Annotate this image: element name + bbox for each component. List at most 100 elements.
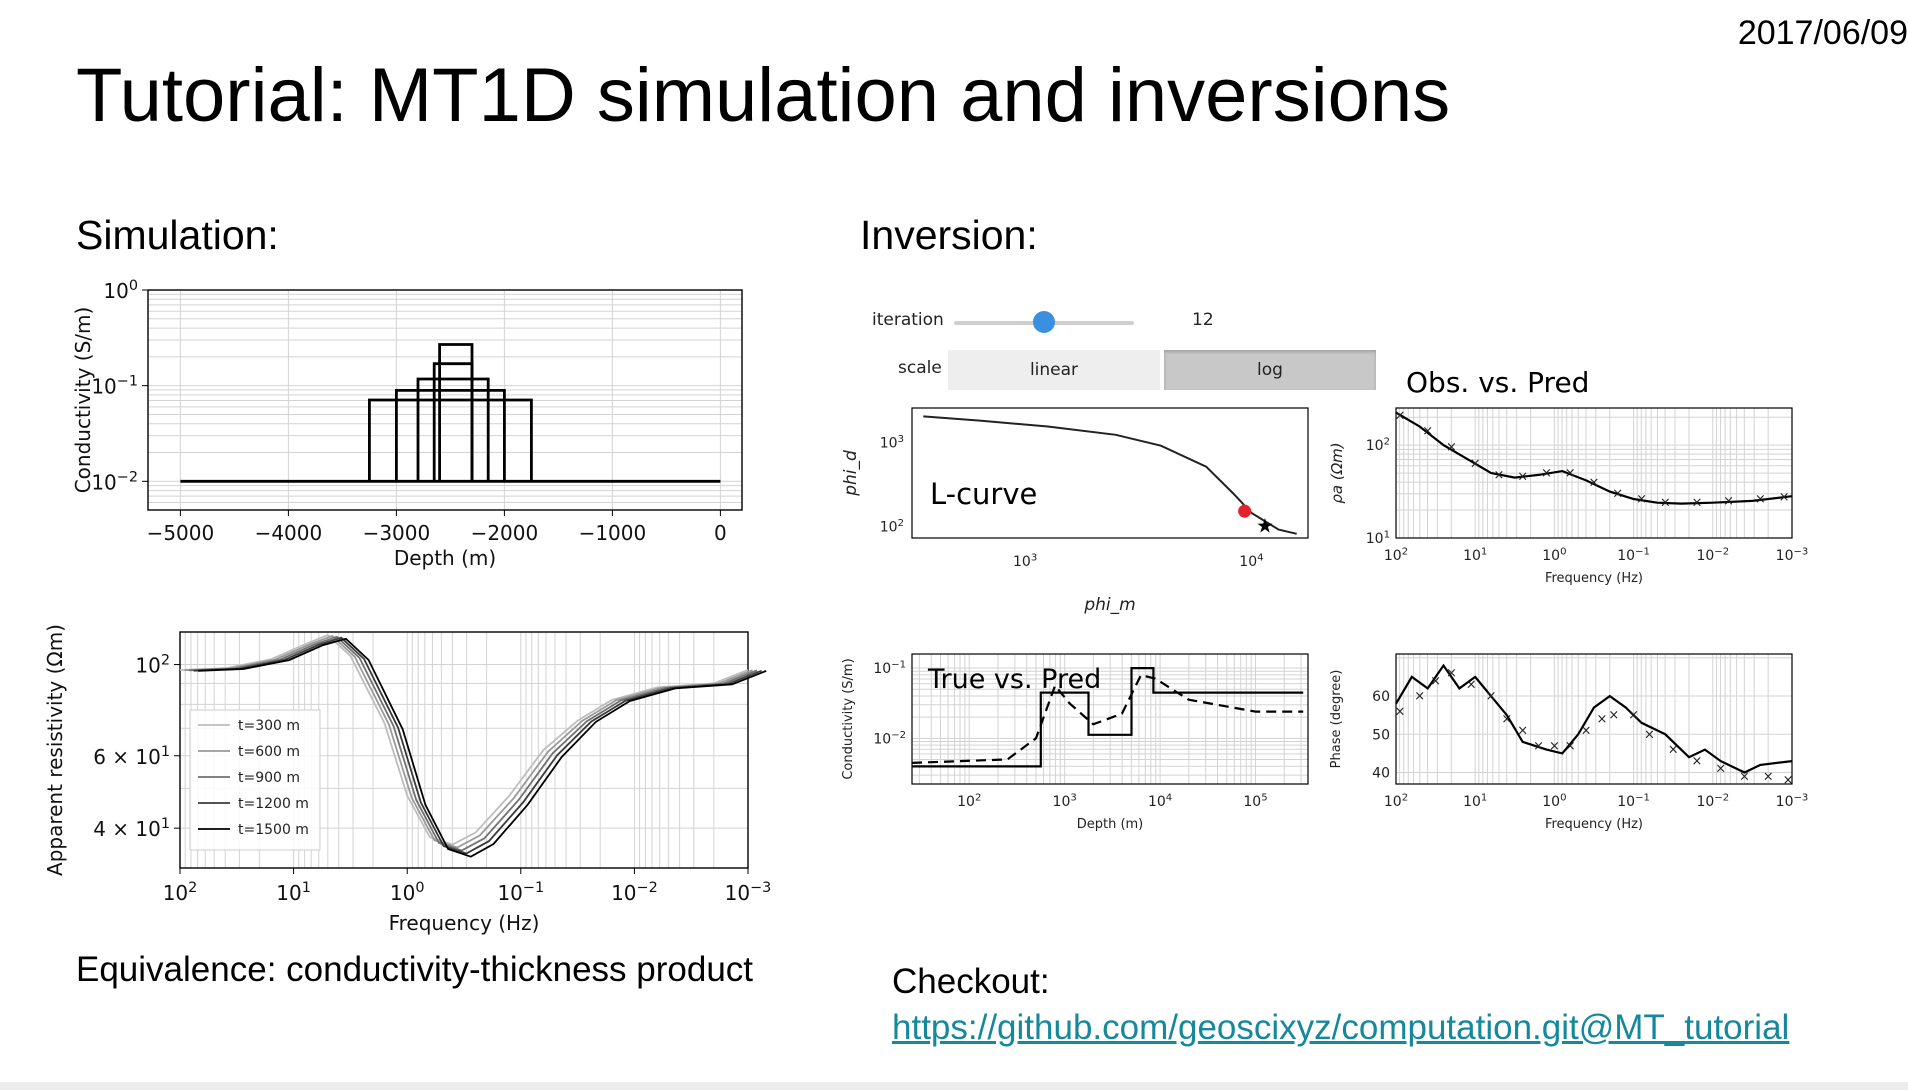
observed-point: × — [1470, 457, 1481, 472]
y-tick-label: 102 — [135, 653, 170, 678]
chart-title: Obs. vs. Pred — [1406, 370, 1589, 399]
observed-point: × — [1486, 689, 1497, 704]
plot-frame — [1395, 407, 1793, 539]
x-axis-label: phi_m — [1083, 595, 1135, 615]
x-tick-label: 100 — [1542, 546, 1566, 564]
simulation-heading: Simulation: — [76, 212, 279, 258]
series-line-4 — [193, 636, 762, 855]
x-axis-label: Frequency (Hz) — [389, 911, 540, 935]
y-axis-label: Apparent resistivity (Ωm) — [43, 624, 67, 876]
x-tick-label: 102 — [1384, 546, 1408, 564]
x-tick-label: 101 — [1463, 546, 1487, 564]
y-tick-label: 10−1 — [91, 374, 138, 399]
x-tick-label: 10−3 — [1776, 546, 1808, 564]
observed-point: × — [1596, 712, 1607, 727]
observed-point: × — [1668, 743, 1679, 758]
inversion-heading: Inversion: — [860, 212, 1038, 258]
observed-point: × — [1501, 712, 1512, 727]
observed-point: × — [1644, 727, 1655, 742]
y-axis-label: phi_d — [841, 450, 861, 497]
x-tick-label: 10−3 — [1776, 792, 1808, 810]
observed-point: × — [1636, 492, 1647, 507]
chart-phase: ××××××××× × ××× × ×××××× × ×102 101 100 10−1 10−2 1… — [1329, 653, 1808, 832]
x-tick-label: 10−1 — [1617, 546, 1650, 564]
x-tick-label: 10−2 — [1696, 546, 1729, 564]
observed-point: × — [1612, 486, 1623, 501]
x-tick-label: 103 — [1013, 552, 1037, 570]
y-axis-label: Conductivity (S/m) — [71, 307, 95, 494]
y-tick-label: 103 — [880, 434, 904, 452]
x-tick-label: 100 — [390, 880, 425, 905]
observed-point: × — [1466, 678, 1477, 693]
plot-frame — [911, 407, 1309, 539]
y-tick-label: 101 — [1366, 529, 1390, 547]
conductive-layer — [367, 398, 533, 482]
observed-point: × — [1565, 466, 1576, 481]
y-tick-label: 4 × 101 — [93, 816, 170, 841]
observed-point: × — [1755, 492, 1766, 507]
x-tick-label: 104 — [1148, 792, 1172, 810]
observed-point: × — [1541, 466, 1552, 481]
lcurve-line — [923, 415, 1297, 535]
conductive-layer — [438, 343, 474, 482]
y-tick-label: 6 × 101 — [93, 744, 170, 769]
slider-thumb[interactable] — [1033, 311, 1055, 333]
x-axis-label: Frequency (Hz) — [1545, 571, 1643, 586]
x-tick-label: 102 — [163, 880, 198, 905]
observed-point: × — [1763, 769, 1774, 784]
x-tick-label: −1000 — [579, 521, 647, 545]
slide-date: 2017/06/09 — [1737, 14, 1908, 52]
x-axis-label: Frequency (Hz) — [1545, 817, 1643, 832]
observed-point: × — [1446, 440, 1457, 455]
true-model-line — [912, 667, 1304, 768]
checkout-label: Checkout: — [892, 962, 1050, 1001]
x-tick-label: 10−2 — [611, 880, 658, 905]
plot-frame — [911, 653, 1309, 785]
plot-frame — [179, 631, 749, 869]
legend-entry: t=600 m — [238, 744, 300, 760]
series-line-5 — [198, 637, 767, 858]
observed-point: × — [1692, 496, 1703, 511]
y-tick-label: 10−2 — [873, 730, 906, 748]
observed-point: × — [1589, 475, 1600, 490]
scale-linear-button[interactable]: linear — [948, 350, 1160, 390]
x-tick-label: 0 — [714, 521, 727, 545]
scale-label: scale — [898, 358, 942, 378]
observed-point: × — [1430, 674, 1441, 689]
observed-point: × — [1533, 739, 1544, 754]
iteration-slider[interactable] — [954, 310, 1134, 334]
x-tick-label: −4000 — [255, 521, 323, 545]
observed-point: × — [1446, 666, 1457, 681]
inversion-panel: iteration 12 scale linear log ★ L-curve 10… — [838, 290, 1808, 890]
chart-sim-apparent-resistivity: 102 101 100 10−1 10−2 10−3 102 6 × 101 4 × 101 Fr… — [43, 624, 771, 935]
y-tick-label: 10−2 — [91, 469, 138, 494]
chart-true-pred: True vs. Pred 102 103 104 105 10−1 10−2 Depth (… — [841, 653, 1309, 832]
observed-point: × — [1608, 708, 1619, 723]
y-tick-label: 60 — [1372, 689, 1390, 705]
observed-point: × — [1779, 490, 1790, 505]
predicted-phase-line — [1395, 663, 1793, 774]
y-axis-label: Phase (degree) — [1329, 670, 1344, 769]
y-tick-label: 50 — [1372, 727, 1390, 743]
predicted-line — [1395, 411, 1793, 505]
observed-point: × — [1494, 468, 1505, 483]
x-tick-label: −3000 — [363, 521, 431, 545]
scale-log-button[interactable]: log — [1164, 350, 1376, 390]
legend-entry: t=300 m — [238, 718, 300, 734]
y-tick-label: 102 — [880, 518, 904, 536]
annotation-true-pred: True vs. Pred — [927, 664, 1101, 695]
x-axis-label: Depth (m) — [1077, 817, 1144, 832]
legend-entry: t=1500 m — [238, 822, 309, 838]
x-tick-label: 10−1 — [1617, 792, 1650, 810]
y-axis-label: ρa (Ωm) — [1328, 442, 1346, 503]
checkout-link[interactable]: https://github.com/geoscixyz/computation… — [892, 1008, 1790, 1047]
star-marker: ★ — [1256, 513, 1274, 537]
x-tick-label: 10−2 — [1696, 792, 1729, 810]
y-tick-label: 100 — [103, 278, 138, 303]
observed-point: × — [1414, 689, 1425, 704]
x-tick-label: −2000 — [471, 521, 539, 545]
plot-frame — [1395, 653, 1793, 785]
y-axis-label: Conductivity (S/m) — [841, 658, 856, 779]
predicted-model-line — [911, 673, 1304, 764]
